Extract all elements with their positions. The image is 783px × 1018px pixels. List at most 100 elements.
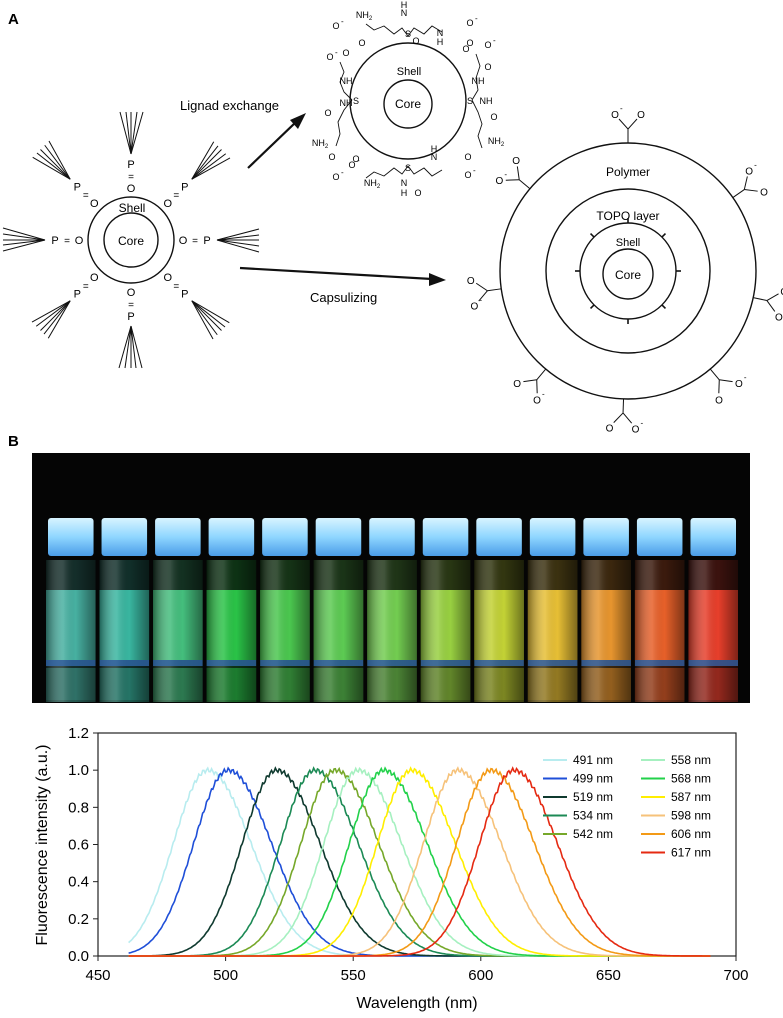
vial-photo (32, 453, 750, 703)
coo-oxygen-b-0: O (611, 110, 619, 121)
gsh-sulfur-top: S (405, 29, 411, 39)
coo-bond-b-1 (744, 176, 747, 189)
gsh-right-o4: O (490, 112, 497, 122)
gsh-left-charge1: - (335, 48, 338, 57)
gsh-right-charge1: - (493, 36, 496, 45)
capsulizing-label: Capsulizing (310, 290, 377, 305)
topo-bond-1: = (173, 191, 179, 202)
legend-label-3: 534 nm (573, 809, 613, 823)
gsh-bottom-nh2: NH2 (364, 178, 381, 190)
topo-phosphorus-5: P (74, 289, 81, 301)
gsh-sulfur-left: S (353, 96, 359, 106)
vial-4 (260, 518, 310, 702)
coo-bond-b-4 (623, 413, 632, 423)
topo-phosphorus-1: P (181, 181, 188, 193)
legend-label-6: 568 nm (671, 772, 711, 786)
gsh-bottom-o3: O (464, 170, 471, 180)
topo-phosphorus-2: P (203, 235, 210, 247)
legend-label-4: 542 nm (573, 827, 613, 841)
vial-base-glow-10 (581, 660, 631, 666)
legend-label-10: 617 nm (671, 846, 711, 860)
coo-bond-b-2 (767, 294, 779, 301)
coo-bond-a-5 (523, 380, 536, 382)
vial-base-glow-6 (367, 660, 417, 666)
core-label-left: Core (118, 234, 144, 248)
gsh-left-o5: O (324, 108, 331, 118)
vial-1 (100, 518, 150, 702)
topo-chain-4-0 (131, 326, 142, 368)
ligand-exchange-label: Lignad exchange (180, 98, 279, 113)
topo-chain-0-4 (131, 112, 143, 154)
gsh-left-nh2-amine: NH2 (312, 138, 329, 150)
topo-chain-2-3 (217, 240, 259, 246)
x-tick-label-700: 700 (723, 967, 748, 984)
y-tick-label-2: 0.4 (68, 874, 89, 891)
panel-b-label: B (8, 433, 19, 450)
gsh-left-nh2: NH (340, 76, 353, 86)
core-label-right: Core (615, 268, 641, 282)
topo-chain-2-1 (217, 235, 259, 240)
vial-12 (688, 518, 738, 702)
y-tick-label-3: 0.6 (68, 837, 89, 854)
polymer-encapsulated-nanoparticle: Core Shell TOPO layer Polymer OO-OO-OO-O… (467, 104, 783, 435)
topo-oxygen-7: O (90, 198, 99, 210)
coo-charge-1: - (754, 160, 757, 169)
coo-charge-3: - (744, 373, 747, 382)
gsh-top-o2: O (358, 38, 365, 48)
gsh-top-charge1: - (341, 17, 344, 26)
vial-cap-9 (530, 518, 576, 556)
coo-oxygen-b-6: O (470, 302, 478, 313)
vial-2 (153, 518, 203, 702)
coo-bond-a-4 (614, 413, 623, 423)
topo-oxygen-0: O (127, 183, 136, 195)
x-tick-label-650: 650 (596, 967, 621, 984)
vial-5 (314, 518, 364, 702)
legend-label-1: 499 nm (573, 772, 613, 786)
vial-shading-11 (635, 560, 685, 702)
coo-oxygen-a-0: O (637, 110, 645, 121)
coo-bond-6 (487, 289, 501, 291)
topo-oxygen-4: O (127, 287, 136, 299)
vial-6 (367, 518, 417, 702)
vial-base-glow-3 (207, 660, 257, 666)
topo-phosphorus-0: P (127, 159, 134, 171)
gsh-left-o2: O (342, 48, 349, 58)
topo-chain-2-4 (217, 240, 259, 252)
vial-cap-0 (48, 518, 94, 556)
gsh-top-o1: O (332, 21, 339, 31)
topo-chain-0-0 (120, 112, 131, 154)
vial-shading-6 (367, 560, 417, 702)
gsh-right-o3: O (484, 62, 491, 72)
coo-oxygen-a-6: O (467, 276, 475, 287)
legend-label-2: 519 nm (573, 790, 613, 804)
gsh-bottom-charge2: - (473, 166, 476, 175)
gsh-right-nh2-amine: NH2 (488, 136, 505, 148)
coo-oxygen-b-5: O (533, 396, 541, 407)
shell-label-left: Shell (119, 201, 146, 215)
topo-oxygen-3: O (163, 272, 172, 284)
vial-0 (46, 518, 96, 702)
capsulizing-arrow (240, 268, 446, 286)
vial-base-glow-9 (528, 660, 578, 666)
vial-cap-7 (423, 518, 469, 556)
panel-a-label: A (8, 11, 19, 28)
coo-charge-5: - (542, 390, 545, 399)
vial-shading-1 (100, 560, 150, 702)
vial-11 (635, 518, 685, 702)
vial-cap-1 (102, 518, 148, 556)
vial-base-glow-5 (314, 660, 364, 666)
y-tick-label-1: 0.2 (68, 911, 89, 928)
coo-bond-a-7 (517, 166, 519, 179)
coo-bond-7 (519, 180, 530, 189)
core-label-top: Core (395, 97, 421, 111)
topo-bond-6: = (64, 236, 70, 247)
gsh-top-h1: H (401, 0, 408, 10)
vial-base-glow-8 (474, 660, 524, 666)
vial-shading-12 (688, 560, 738, 702)
shell-label-right: Shell (616, 237, 640, 249)
gsh-top-charge2: - (475, 14, 478, 23)
coo-bond-a-1 (744, 190, 757, 192)
x-tick-label-550: 550 (341, 967, 366, 984)
